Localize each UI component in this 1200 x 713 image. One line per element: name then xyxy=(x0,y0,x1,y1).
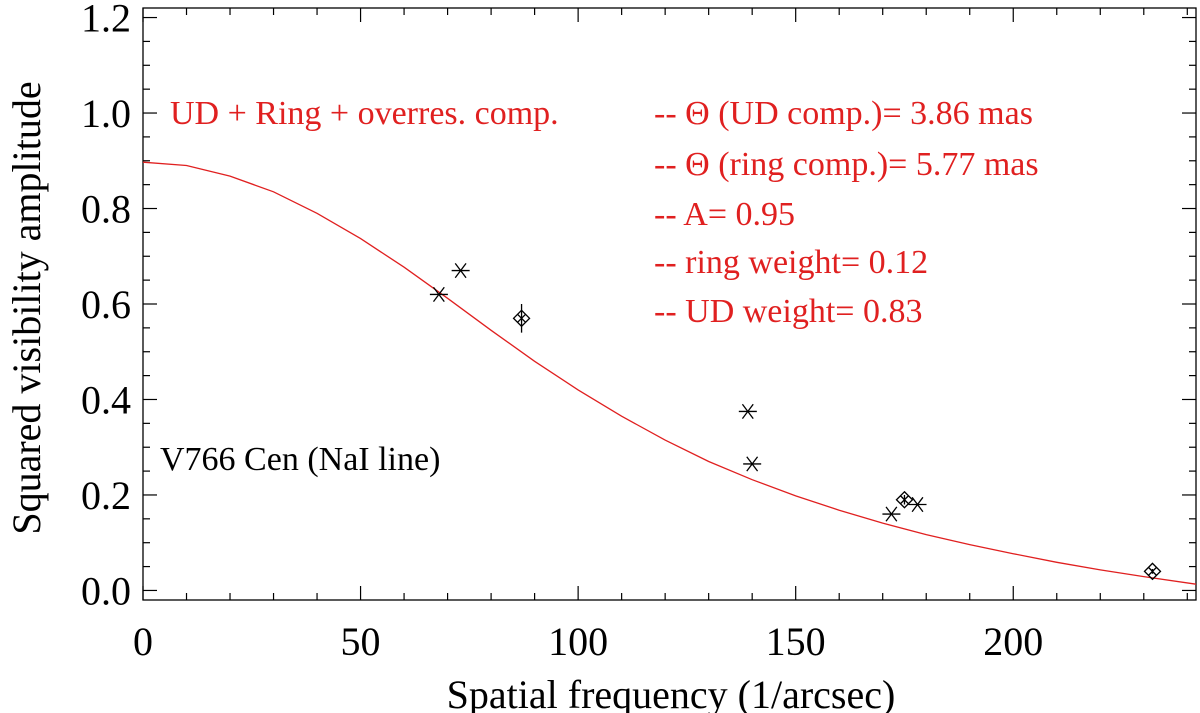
diamond-data-point xyxy=(512,304,531,333)
model-curve-group xyxy=(142,161,1197,585)
asterisk-data-point xyxy=(908,496,927,513)
y-tick-label: 0.8 xyxy=(81,187,131,232)
x-axis-ticks: 0 50 100 150 200 xyxy=(133,8,1188,664)
asterisk-stroke xyxy=(741,403,754,420)
x-tick-label: 200 xyxy=(983,619,1043,664)
data-points-group xyxy=(429,262,1162,581)
model-param-ring-diameter: -- Θ (ring comp.)= 5.77 mas xyxy=(654,146,1039,183)
diamond-marker xyxy=(1143,562,1162,581)
y-tick-label: 1.0 xyxy=(81,91,131,136)
asterisk-stroke xyxy=(911,496,924,513)
diamond-marker xyxy=(895,490,914,509)
asterisk-stroke xyxy=(432,286,445,303)
asterisk-data-point xyxy=(743,456,762,472)
diamond-cross xyxy=(1148,566,1157,576)
asterisk-stroke xyxy=(885,506,898,522)
asterisk-data-point xyxy=(429,286,448,303)
object-label: V766 Cen (NaI line) xyxy=(160,441,440,478)
diamond-marker xyxy=(512,309,531,328)
model-label: UD + Ring + overres. comp. xyxy=(170,95,559,132)
diamond-cross xyxy=(900,495,909,505)
model-param-ud-weight: -- UD weight= 0.83 xyxy=(654,293,922,330)
asterisk-stroke xyxy=(454,262,467,279)
y-axis-ticks: 0.0 0.2 0.4 0.6 0.8 1.0 1.2 xyxy=(81,0,1196,613)
diamond-cross xyxy=(517,313,527,323)
model-param-ud-diameter: -- Θ (UD comp.)= 3.86 mas xyxy=(654,95,1033,132)
asterisk-data-point xyxy=(738,403,757,420)
diamond-data-point xyxy=(895,490,914,509)
asterisk-data-point xyxy=(882,506,901,522)
diamond-data-point xyxy=(1143,562,1162,581)
model-param-ring-weight: -- ring weight= 0.12 xyxy=(654,244,928,281)
model-param-a: -- A= 0.95 xyxy=(654,196,795,233)
asterisk-stroke xyxy=(746,456,759,472)
y-axis-label: Squared visibility amplitude xyxy=(4,81,49,534)
y-tick-label: 0.6 xyxy=(81,282,131,327)
x-tick-label: 50 xyxy=(341,619,381,664)
x-tick-label: 150 xyxy=(766,619,826,664)
x-tick-label: 100 xyxy=(548,619,608,664)
model-curve xyxy=(142,161,1197,585)
y-tick-label: 0.0 xyxy=(81,568,131,613)
y-tick-label: 0.2 xyxy=(81,473,131,518)
x-axis-label: Spatial frequency (1/arcsec) xyxy=(447,672,896,713)
asterisk-data-point xyxy=(451,262,470,279)
y-tick-label: 1.2 xyxy=(81,0,131,41)
y-tick-label: 0.4 xyxy=(81,377,131,422)
x-tick-label: 0 xyxy=(133,619,153,664)
